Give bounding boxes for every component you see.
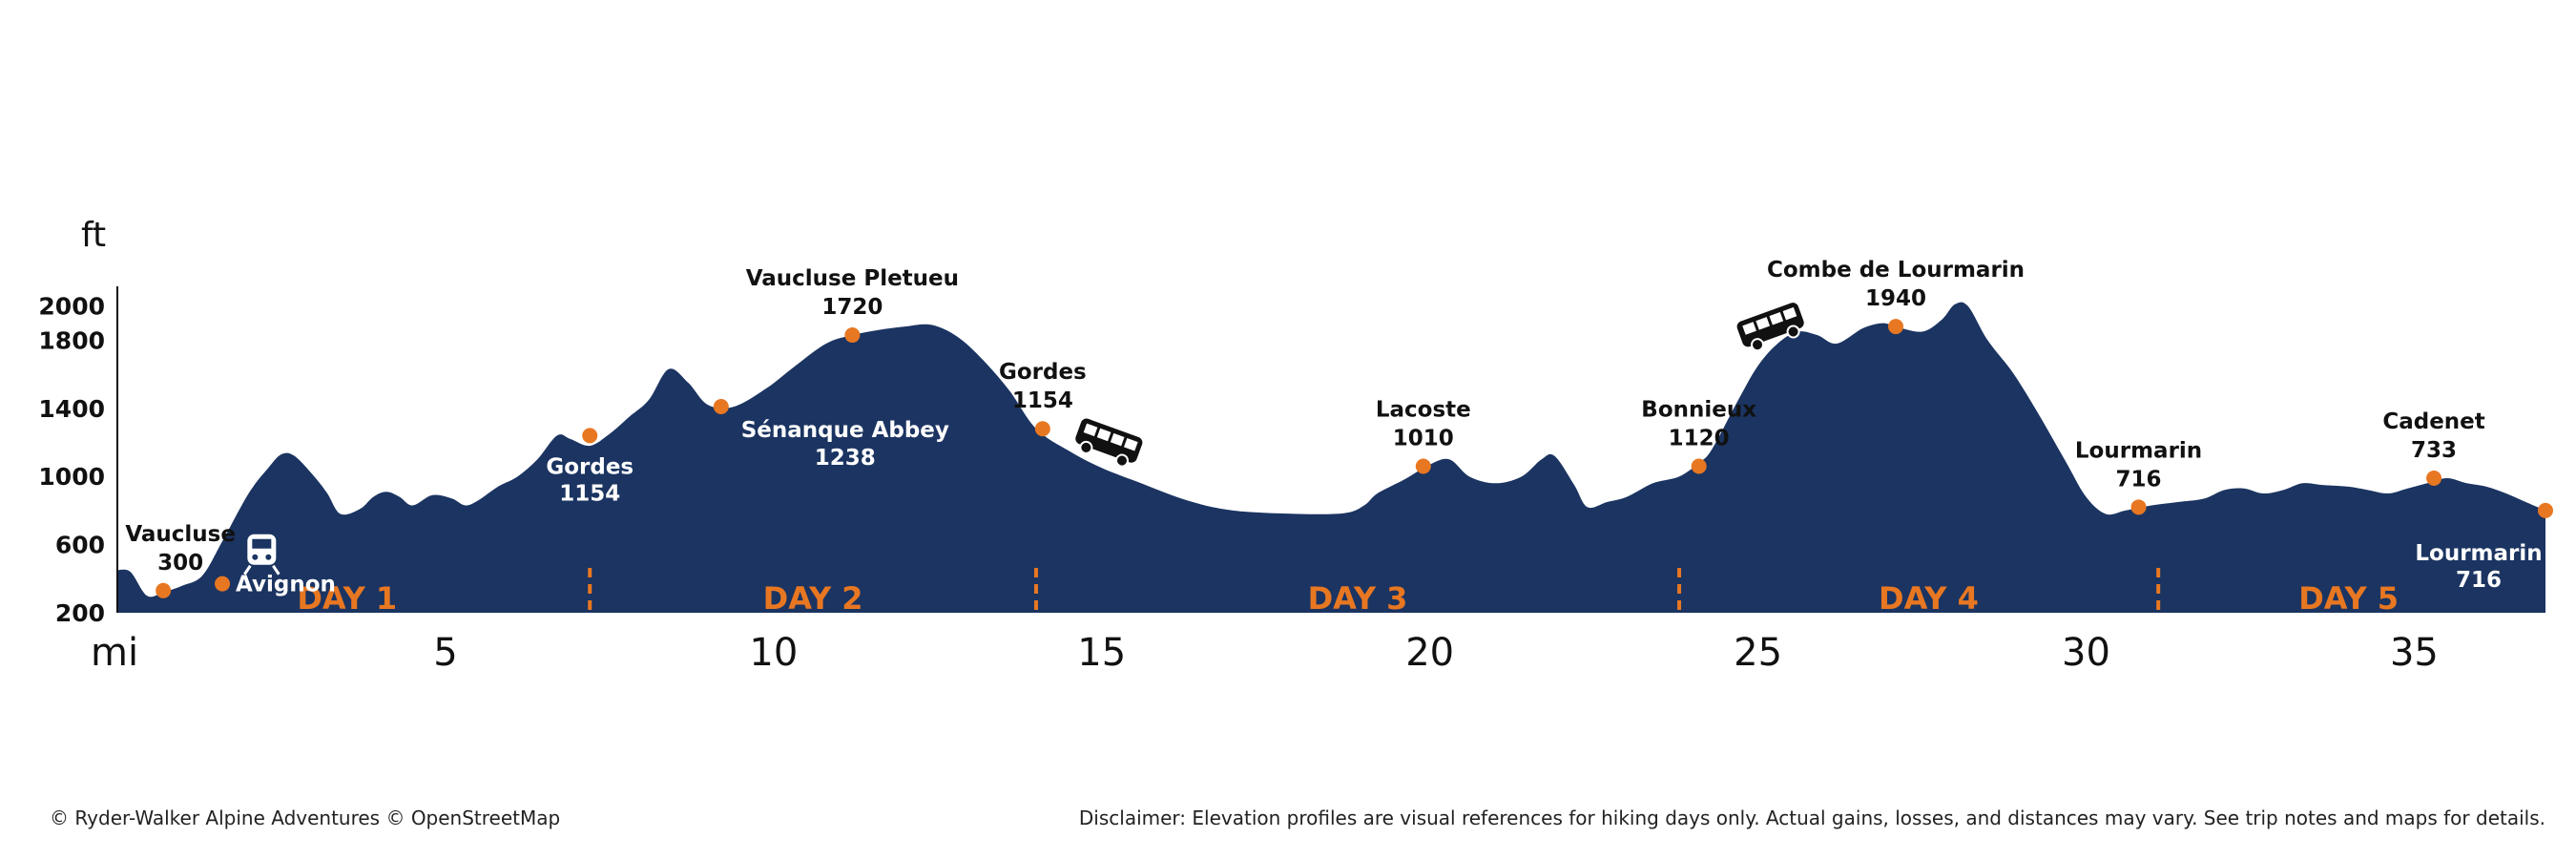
y-tick-label: 1000: [38, 463, 105, 491]
waypoint-marker: [215, 576, 231, 592]
waypoint-elevation: 1940: [1865, 286, 1926, 311]
bus-icon: [1736, 303, 1804, 352]
bus-wheel: [1079, 440, 1093, 454]
x-tick-label: 35: [2390, 631, 2439, 675]
waypoint-elevation: 716: [2116, 467, 2162, 492]
bus-wheel: [1751, 338, 1765, 352]
x-tick-label: 20: [1405, 631, 1454, 675]
waypoint-name: Gordes: [999, 360, 1087, 385]
train-rail: [272, 564, 280, 576]
waypoint-marker: [1415, 458, 1431, 474]
waypoint-name: Sénanque Abbey: [741, 418, 949, 443]
y-tick-label: 1800: [38, 326, 105, 354]
waypoint-elevation: 1154: [559, 481, 620, 506]
bus-wheel: [1114, 453, 1129, 468]
train-body: [247, 534, 277, 565]
waypoint-elevation: 1720: [821, 295, 883, 320]
bus-window: [1742, 322, 1756, 335]
train-light: [265, 554, 272, 560]
waypoint-marker: [156, 582, 172, 598]
bus-wheel: [1786, 325, 1800, 339]
x-tick-label: 5: [433, 631, 457, 675]
waypoint-name: Cadenet: [2382, 409, 2484, 434]
waypoint-name: Vaucluse Pletueu: [746, 266, 959, 291]
bus-shape: [1736, 303, 1804, 352]
day-label: DAY 3: [1308, 580, 1408, 617]
waypoint-name: Gordes: [546, 454, 634, 479]
x-tick-label: 15: [1077, 631, 1126, 675]
y-tick-label: 600: [55, 532, 105, 559]
waypoint-marker: [582, 428, 598, 444]
waypoint-marker: [2130, 499, 2147, 515]
waypoint-name: Lacoste: [1376, 397, 1471, 422]
waypoint-name: Avignon: [236, 573, 336, 597]
bus-window: [1123, 437, 1138, 451]
waypoint-elevation: 1238: [815, 446, 876, 471]
bus-window: [1083, 423, 1098, 437]
train-light: [252, 554, 259, 560]
copyright-text: © Ryder-Walker Alpine Adventures © OpenS…: [50, 807, 561, 829]
bus-window: [1110, 432, 1125, 447]
day-label: DAY 4: [1879, 580, 1979, 617]
waypoint-elevation: 1120: [1669, 426, 1730, 450]
bus-shape: [1075, 418, 1143, 468]
waypoint-marker: [2538, 502, 2553, 518]
x-unit-label: mi: [91, 631, 138, 675]
waypoint-name: Lourmarin: [2075, 438, 2202, 463]
x-tick-label: 30: [2062, 631, 2110, 675]
day-label: DAY 1: [297, 580, 397, 617]
waypoint-elevation: 1154: [1012, 388, 1073, 413]
waypoint-name: Bonnieux: [1641, 397, 1756, 422]
day-label: DAY 5: [2298, 580, 2399, 617]
waypoint-elevation: 1010: [1393, 426, 1454, 450]
bus-window: [1782, 306, 1797, 321]
train-icon: [243, 534, 280, 576]
waypoint-marker: [2426, 470, 2442, 486]
waypoint-elevation: 716: [2456, 568, 2502, 593]
bus-window: [1755, 317, 1771, 330]
y-tick-label: 200: [55, 599, 105, 627]
day-label: DAY 2: [763, 580, 863, 617]
waypoint-elevation: 733: [2411, 438, 2457, 463]
y-unit-label: ft: [81, 216, 106, 255]
elevation-area: [117, 302, 2545, 613]
waypoint-marker: [1888, 319, 1904, 335]
waypoint-marker: [844, 327, 861, 344]
x-tick-label: 25: [1734, 631, 1782, 675]
waypoint-marker: [713, 399, 729, 415]
x-tick-label: 10: [749, 631, 798, 675]
bus-icon: [1075, 418, 1143, 468]
waypoint-elevation: 300: [157, 551, 203, 576]
disclaimer-text: Disclaimer: Elevation profiles are visua…: [1078, 807, 2545, 829]
y-tick-label: 1400: [38, 395, 105, 423]
y-tick-label: 2000: [38, 293, 105, 321]
waypoint-marker: [1034, 421, 1050, 437]
train-rail: [243, 564, 252, 576]
waypoint-marker: [1691, 458, 1707, 474]
waypoint-name: Vaucluse: [125, 522, 236, 547]
bus-window: [1769, 311, 1784, 325]
bus-window: [1096, 428, 1111, 442]
waypoint-name: Lourmarin: [2415, 541, 2542, 566]
waypoint-name: Combe de Lourmarin: [1767, 258, 2025, 283]
train-window: [252, 538, 272, 549]
